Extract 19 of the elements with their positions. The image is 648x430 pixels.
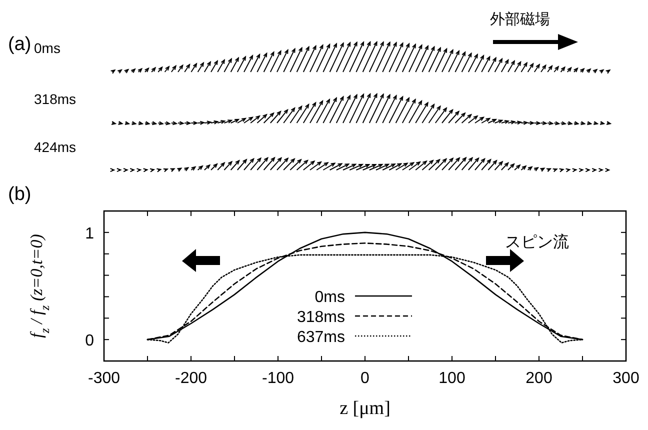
x-tick-label: -300	[88, 370, 120, 387]
text: 0ms	[34, 40, 60, 56]
x-tick-label: 100	[438, 370, 466, 387]
x-tick-label: -200	[174, 370, 208, 387]
legend-label: 0ms	[314, 289, 345, 306]
x-tick-label: 200	[526, 370, 552, 387]
text: 424ms	[34, 139, 76, 155]
text: 外部磁場	[490, 11, 550, 28]
x-tick-label: 0	[360, 370, 370, 387]
chart-title: (b)	[8, 184, 32, 205]
text: 318ms	[34, 91, 76, 107]
legend-label: 637ms	[296, 329, 345, 346]
x-tick-label: 300	[612, 370, 640, 387]
legend-label: 318ms	[296, 309, 345, 326]
x-axis-title: z [μm]	[340, 398, 390, 419]
y-tick-label: 1	[85, 225, 94, 242]
annotation: スピン流	[505, 233, 569, 251]
text: (a)	[8, 34, 32, 55]
x-tick-label: -100	[262, 370, 294, 387]
